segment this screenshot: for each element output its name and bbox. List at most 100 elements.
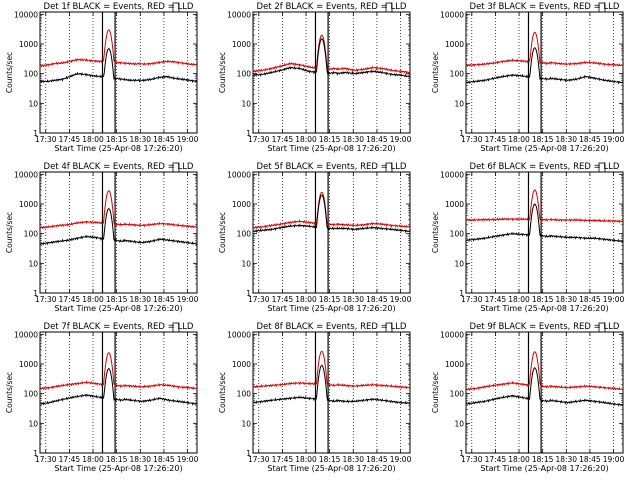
x-axis-label: Start Time (25-Apr-08 17:26:20): [54, 144, 182, 153]
title-marker-box: [385, 322, 393, 333]
y-tick-label: 1000: [232, 360, 251, 369]
y-tick-label: 1: [33, 129, 38, 138]
y-axis-label: Counts/sec: [218, 52, 227, 93]
x-axis-label: Start Time (25-Apr-08 17:26:20): [480, 464, 608, 473]
x-axis-label: Start Time (25-Apr-08 17:26:20): [267, 304, 395, 313]
chart-panel-2: Det 2f BLACK = Events, RED = LLD 1 10 100 10…: [218, 2, 412, 153]
y-tick-label: 1000: [445, 360, 464, 369]
x-axis-label: Start Time (25-Apr-08 17:26:20): [54, 464, 182, 473]
y-axis-label: Counts/sec: [431, 52, 440, 93]
plot-frame: [39, 331, 198, 454]
x-tick-label: 18:30: [555, 455, 577, 464]
y-tick-label: 1: [33, 289, 38, 298]
y-axis-label: Counts/sec: [431, 212, 440, 253]
y-tick-label: 10: [241, 419, 251, 428]
x-tick-label: 18:30: [555, 135, 577, 144]
y-tick-label: 1000: [445, 200, 464, 209]
y-tick-label: 10: [454, 99, 464, 108]
x-tick-label: 18:15: [532, 295, 554, 304]
chart-title: Det 4f BLACK = Events, RED = LLD: [44, 162, 194, 172]
x-tick-label: 17:45: [59, 455, 81, 464]
chart-title: Det 1f BLACK = Events, RED = LLD: [44, 2, 194, 12]
plot-frame: [252, 11, 411, 134]
x-tick-label: 18:15: [532, 135, 554, 144]
x-tick-label: 19:00: [177, 135, 199, 144]
x-tick-label: 18:45: [579, 135, 601, 144]
y-tick-label: 10000: [440, 10, 464, 19]
x-tick-label: 18:00: [82, 135, 104, 144]
x-tick-label: 19:00: [390, 135, 412, 144]
series-line-lld: [40, 29, 197, 68]
x-tick-label: 18:00: [508, 455, 530, 464]
x-tick-label: 18:15: [319, 135, 341, 144]
series-line-events: [40, 367, 197, 406]
y-tick-label: 1000: [19, 360, 38, 369]
x-tick-label: 18:00: [295, 295, 317, 304]
plot-frame: [465, 331, 624, 454]
chart-panel-6: Det 6f BLACK = Events, RED = LLD 1 10 100 10…: [431, 162, 625, 313]
y-tick-label: 1000: [232, 200, 251, 209]
y-tick-label: 1000: [19, 200, 38, 209]
y-axis-label: Counts/sec: [5, 372, 14, 413]
x-axis-label: Start Time (25-Apr-08 17:26:20): [54, 304, 182, 313]
y-tick-label: 10: [241, 259, 251, 268]
y-axis-label: Counts/sec: [218, 372, 227, 413]
y-tick-label: 100: [450, 230, 465, 239]
x-tick-label: 17:45: [59, 135, 81, 144]
y-tick-label: 10: [241, 99, 251, 108]
y-axis-label: Counts/sec: [5, 52, 14, 93]
x-tick-label: 18:45: [153, 295, 175, 304]
title-marker-box: [172, 2, 180, 13]
plot-frame: [465, 11, 624, 134]
x-tick-label: 18:45: [153, 455, 175, 464]
x-tick-label: 18:30: [129, 295, 151, 304]
y-tick-label: 100: [24, 390, 39, 399]
y-tick-label: 10: [454, 419, 464, 428]
series-line-events: [40, 207, 197, 246]
x-tick-label: 17:45: [485, 295, 507, 304]
x-tick-label: 17:30: [461, 455, 483, 464]
x-tick-label: 19:00: [390, 455, 412, 464]
x-tick-label: 19:00: [177, 455, 199, 464]
x-axis-label: Start Time (25-Apr-08 17:26:20): [267, 144, 395, 153]
title-marker-box: [385, 162, 393, 173]
chart-panel-1: Det 1f BLACK = Events, RED = LLD 1 10 100 10…: [5, 2, 199, 153]
series-line-lld: [466, 351, 623, 392]
x-tick-label: 18:00: [295, 135, 317, 144]
y-tick-label: 1: [459, 449, 464, 458]
chart-panel-7: Det 7f BLACK = Events, RED = LLD 1 10 100 10…: [5, 322, 199, 473]
x-tick-label: 18:15: [106, 135, 128, 144]
chart-title: Det 3f BLACK = Events, RED = LLD: [470, 2, 620, 12]
plot-frame: [252, 171, 411, 294]
y-tick-label: 10000: [440, 170, 464, 179]
y-tick-label: 1: [246, 289, 251, 298]
y-tick-label: 100: [237, 70, 252, 79]
y-axis-label: Counts/sec: [5, 212, 14, 253]
x-tick-label: 17:45: [272, 455, 294, 464]
y-tick-label: 100: [450, 70, 465, 79]
x-tick-label: 18:15: [319, 455, 341, 464]
y-tick-label: 100: [24, 70, 39, 79]
y-tick-label: 10: [28, 99, 38, 108]
y-tick-label: 100: [450, 390, 465, 399]
x-tick-label: 17:30: [248, 135, 270, 144]
y-tick-label: 10000: [14, 10, 38, 19]
y-axis-label: Counts/sec: [431, 372, 440, 413]
title-marker-box: [598, 162, 606, 173]
x-tick-label: 19:00: [603, 295, 625, 304]
title-marker-box: [172, 162, 180, 173]
x-tick-label: 17:45: [485, 455, 507, 464]
x-axis-label: Start Time (25-Apr-08 17:26:20): [480, 304, 608, 313]
x-tick-label: 17:30: [35, 295, 57, 304]
plot-frame: [39, 11, 198, 134]
series-line-lld: [40, 190, 197, 230]
series-line-events: [253, 194, 410, 234]
x-tick-label: 18:30: [342, 135, 364, 144]
y-tick-label: 10000: [227, 170, 251, 179]
y-tick-label: 10000: [440, 330, 464, 339]
y-tick-label: 1: [33, 449, 38, 458]
x-tick-label: 18:45: [366, 295, 388, 304]
x-tick-label: 18:45: [366, 455, 388, 464]
x-tick-label: 18:45: [366, 135, 388, 144]
